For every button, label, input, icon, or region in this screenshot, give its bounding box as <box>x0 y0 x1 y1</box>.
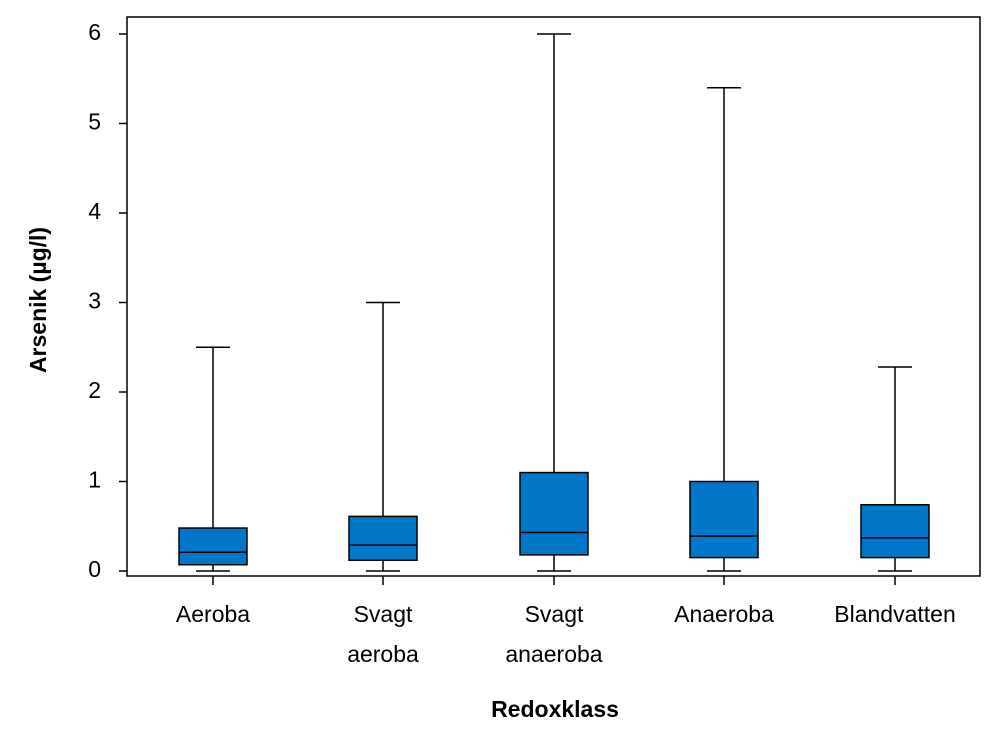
y-tick-label: 5 <box>88 109 101 135</box>
box-2 <box>348 301 418 572</box>
y-tick-label: 3 <box>88 288 101 314</box>
y-axis-title: Arsenik (µg/l) <box>25 227 51 373</box>
x-category-label-line: aeroba <box>347 641 419 667</box>
x-category-label-line: Svagt <box>525 601 584 627</box>
y-tick-label: 1 <box>88 467 101 493</box>
x-category-label: Aeroba <box>176 601 250 627</box>
y-tick-label: 6 <box>88 19 101 45</box>
x-category-label-line: anaeroba <box>505 641 602 667</box>
y-axis: 0 1 2 3 4 5 6 <box>88 19 127 582</box>
box-1 <box>178 346 248 572</box>
y-tick-label: 2 <box>88 377 101 403</box>
iqr-box <box>689 480 759 559</box>
iqr-box <box>178 527 248 566</box>
iqr-box <box>519 471 589 556</box>
x-category-label-line: Blandvatten <box>834 601 955 627</box>
x-category-label-line: Anaeroba <box>674 601 774 627</box>
x-axis: Aeroba Svagt aeroba Svagt anaeroba Anaeroba Bl… <box>176 576 956 667</box>
box-4 <box>689 86 759 572</box>
x-category-label: Svagt anaeroba <box>505 601 602 667</box>
x-category-label-line: Svagt <box>354 601 413 627</box>
box-series <box>178 33 930 572</box>
y-tick-label: 0 <box>88 556 101 582</box>
box-3 <box>519 33 589 572</box>
x-category-label-line: Aeroba <box>176 601 250 627</box>
iqr-box <box>348 515 418 562</box>
x-axis-title: Redoxklass <box>491 696 619 722</box>
box-5 <box>860 366 930 572</box>
x-category-label: Svagt aeroba <box>347 601 419 667</box>
y-tick-label: 4 <box>88 198 101 224</box>
x-category-label: Anaeroba <box>674 601 774 627</box>
iqr-box <box>860 504 930 559</box>
x-category-label: Blandvatten <box>834 601 955 627</box>
